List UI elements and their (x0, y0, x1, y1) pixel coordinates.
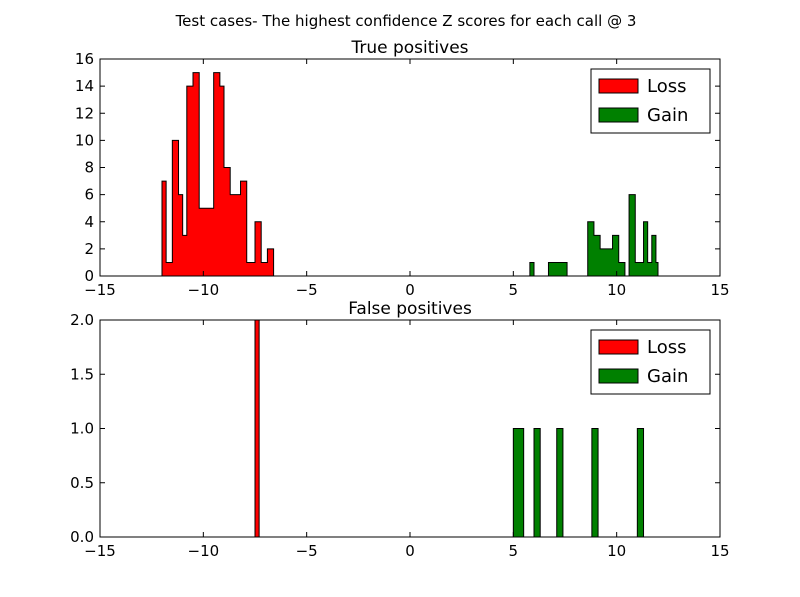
legend-label-gain: Gain (647, 366, 688, 387)
x-tick-label: −10 (188, 542, 220, 560)
y-tick-label: 0.5 (70, 474, 94, 492)
x-tick-label: −15 (84, 281, 116, 299)
y-tick-label: 16 (75, 50, 94, 68)
legend-swatch-gain (598, 107, 639, 123)
y-tick-label: 0.0 (70, 528, 94, 546)
x-tick-label: −5 (296, 542, 318, 560)
legend-label-loss: Loss (647, 337, 686, 358)
panel-false-positives: False positives −15 −10 −5 0 5 10 15 0.0 0.5 1.0 1.… (70, 299, 729, 560)
y-tick-label: 2 (84, 240, 94, 258)
panel-true-positives: True positives −15 −10 −5 0 5 10 15 0 2 4 6 8 10 12 14 1… (75, 38, 730, 299)
y-tick-label: 10 (75, 131, 94, 149)
legend: Loss Gain (590, 329, 711, 395)
chart-title: True positives (350, 38, 468, 58)
chart-title: False positives (348, 299, 472, 319)
x-tick-label: 5 (509, 542, 519, 560)
figure-suptitle: Test cases- The highest confidence Z sco… (175, 12, 637, 30)
hist-series-loss (161, 72, 658, 277)
legend-swatch-loss (598, 339, 639, 355)
y-tick-label: 2.0 (70, 311, 94, 329)
y-tick-label: 6 (84, 186, 94, 204)
y-tick-label: 4 (84, 213, 94, 231)
x-tick-label: 15 (710, 281, 729, 299)
x-tick-label: −10 (188, 281, 220, 299)
legend-swatch-loss (598, 78, 639, 94)
y-tick-label: 1.0 (70, 420, 94, 438)
x-tick-label: −15 (84, 542, 116, 560)
x-tick-label: 10 (607, 281, 626, 299)
hist-series-gain (162, 428, 658, 538)
y-tick-label: 14 (75, 77, 94, 95)
x-tick-label: 0 (405, 281, 415, 299)
hist-series-gain (162, 194, 659, 277)
x-tick-label: 0 (405, 542, 415, 560)
legend-swatch-gain (598, 368, 639, 384)
x-tick-label: 5 (509, 281, 519, 299)
x-tick-label: −5 (296, 281, 318, 299)
legend-label-gain: Gain (647, 105, 688, 126)
y-tick-label: 12 (75, 104, 94, 122)
legend: Loss Gain (590, 68, 711, 134)
y-tick-label: 0 (84, 267, 94, 285)
x-tick-label: 10 (607, 542, 626, 560)
x-tick-label: 15 (710, 542, 729, 560)
y-tick-label: 8 (84, 159, 94, 177)
hist-series-loss (162, 319, 658, 538)
y-tick-label: 1.5 (70, 365, 94, 383)
legend-label-loss: Loss (647, 76, 686, 97)
